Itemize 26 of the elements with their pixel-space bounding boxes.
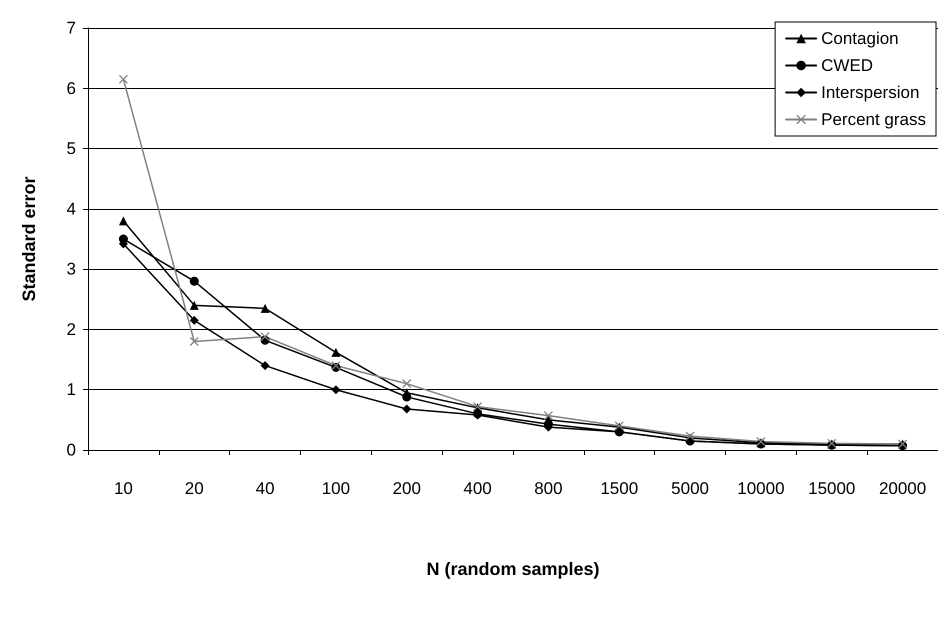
- x-tick-label: 40: [256, 479, 275, 498]
- y-tick-label: 6: [66, 78, 76, 98]
- y-tick-label: 0: [66, 440, 76, 460]
- x-tick-label: 20000: [878, 479, 926, 498]
- y-tick-label: 1: [66, 380, 76, 400]
- x-tick-label: 10: [114, 479, 133, 498]
- x-tick-label: 800: [534, 479, 563, 498]
- y-tick-label: 5: [66, 139, 76, 158]
- x-tick-label: 5000: [671, 479, 709, 498]
- y-axis-title: Standard error: [19, 176, 39, 302]
- y-tick-label: 4: [66, 199, 76, 218]
- x-tick-label: 15000: [808, 479, 856, 498]
- x-axis-title: N (random samples): [426, 559, 600, 579]
- x-tick-label: 200: [392, 479, 421, 498]
- y-tick-label: 2: [66, 320, 76, 339]
- x-tick-label: 400: [463, 479, 492, 498]
- y-tick-label: 7: [66, 18, 76, 38]
- x-tick-label: 10000: [737, 479, 785, 498]
- y-tick-label: 3: [66, 260, 76, 279]
- legend-label: Interspersion: [821, 83, 920, 102]
- x-tick-label: 1500: [600, 479, 638, 498]
- legend-label: CWED: [821, 56, 874, 75]
- legend-label: Percent grass: [821, 110, 926, 129]
- x-tick-label: 20: [184, 479, 204, 498]
- legend-label: Contagion: [821, 29, 899, 48]
- x-tick-label: 100: [322, 479, 350, 498]
